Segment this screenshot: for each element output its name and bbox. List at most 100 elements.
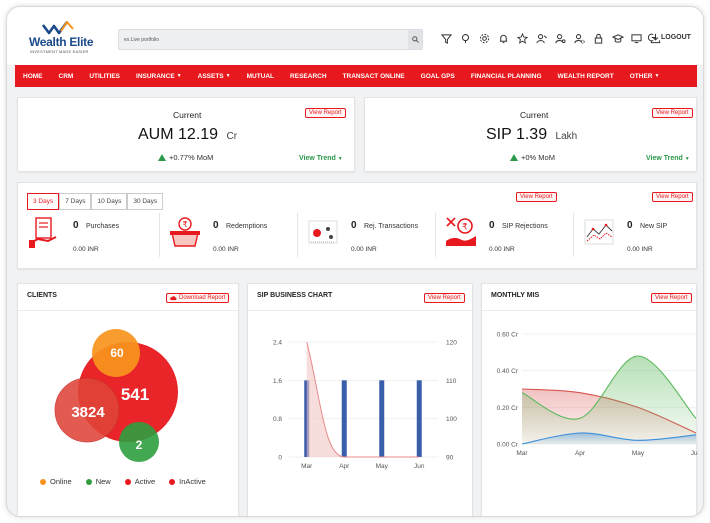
tab-10-days[interactable]: 10 Days bbox=[91, 193, 128, 210]
bell-icon[interactable] bbox=[496, 31, 511, 46]
mis-view-report-button[interactable]: View Report bbox=[651, 293, 692, 303]
legend-online-label: Online bbox=[50, 477, 72, 486]
aum-view-report-button[interactable]: View Report bbox=[305, 108, 346, 118]
x-tick-label: Apr bbox=[339, 463, 350, 470]
redemptions-stat[interactable]: ₹ 0 Redemptions 0.00 INR bbox=[168, 211, 298, 259]
sip-rejections-stat[interactable]: ₹ 0 SIP Rejections 0.00 INR bbox=[444, 211, 574, 259]
nav-home[interactable]: HOME bbox=[15, 73, 51, 80]
brand-logo[interactable]: Wealth Elite INVESTMENT MADE EASIER bbox=[29, 21, 94, 54]
user-edit-icon[interactable] bbox=[534, 31, 549, 46]
graduation-cap-icon[interactable] bbox=[610, 31, 625, 46]
caret-down-icon: ▼ bbox=[225, 73, 231, 79]
legend-dot bbox=[169, 478, 176, 485]
transactions-card: 3 Days 7 Days 10 Days 30 Days View Repor… bbox=[17, 182, 697, 269]
new-bubble[interactable] bbox=[119, 422, 159, 462]
nav-mutual[interactable]: MUTUAL bbox=[239, 73, 282, 80]
arrow-up-icon bbox=[158, 154, 166, 161]
sip-line bbox=[306, 341, 420, 458]
search-box bbox=[118, 29, 423, 50]
sip-view-trend-button[interactable]: View Trend ▼ bbox=[646, 155, 690, 162]
y-left-tick-label: 1.6 bbox=[273, 378, 282, 385]
aum-view-trend-button[interactable]: View Trend ▼ bbox=[299, 155, 343, 162]
divider bbox=[248, 310, 472, 311]
sip-transactions-view-report-button[interactable]: View Report bbox=[652, 192, 693, 202]
new-sip-count: 0 bbox=[627, 220, 633, 231]
legend-inactive[interactable]: InActive bbox=[169, 477, 206, 486]
nav-insurance[interactable]: INSURANCE ▼ bbox=[128, 73, 190, 80]
nav-utilities[interactable]: UTILITIES bbox=[81, 73, 128, 80]
tab-30-days[interactable]: 30 Days bbox=[127, 193, 164, 210]
transactions-view-report-button[interactable]: View Report bbox=[516, 192, 557, 202]
logout-icon bbox=[648, 33, 657, 42]
logo-tagline: INVESTMENT MADE EASIER bbox=[30, 49, 89, 54]
divider bbox=[482, 310, 696, 311]
purchases-stat[interactable]: 0 Purchases 0.00 INR bbox=[28, 211, 158, 259]
nav-other-label: OTHER bbox=[629, 72, 653, 80]
user-search-icon[interactable] bbox=[553, 31, 568, 46]
monitor-icon[interactable] bbox=[629, 31, 644, 46]
nav-goal-gps[interactable]: GOAL GPS bbox=[413, 73, 463, 80]
divider bbox=[159, 213, 160, 257]
divider bbox=[297, 213, 298, 257]
inactive-bubble[interactable] bbox=[54, 377, 120, 443]
rejected-transactions-icon bbox=[308, 220, 338, 244]
redemptions-count: 0 bbox=[213, 220, 219, 231]
online-bubble[interactable] bbox=[92, 329, 140, 377]
lock-icon[interactable] bbox=[591, 31, 606, 46]
download-icon[interactable] bbox=[648, 31, 663, 46]
user-settings-icon[interactable] bbox=[572, 31, 587, 46]
rejected-transactions-stat[interactable]: 0 Rej. Transactions 0.00 INR bbox=[306, 211, 436, 259]
x-tick-label: Apr bbox=[575, 450, 586, 457]
nav-mutual-label: MUTUAL bbox=[246, 72, 275, 80]
sip-view-trend-label: View Trend bbox=[646, 155, 683, 162]
search-input[interactable] bbox=[119, 30, 407, 49]
nav-research[interactable]: RESEARCH bbox=[282, 73, 334, 80]
sip-rejections-amount: 0.00 INR bbox=[489, 246, 515, 253]
sip-chart-view-report-button[interactable]: View Report bbox=[424, 293, 465, 303]
legend-dot bbox=[85, 478, 92, 485]
filter-icon[interactable] bbox=[439, 31, 454, 46]
x-tick-label: May bbox=[632, 450, 645, 457]
nav-financial-planning-label: FINANCIAL PLANNING bbox=[470, 72, 542, 80]
redemptions-amount: 0.00 INR bbox=[213, 246, 239, 253]
nav-transact-online[interactable]: TRANSACT ONLINE bbox=[335, 73, 413, 80]
new-sip-stat[interactable]: 0 New SIP 0.00 INR bbox=[582, 211, 694, 259]
bulb-icon[interactable] bbox=[458, 31, 473, 46]
tab-3-days[interactable]: 3 Days bbox=[27, 193, 60, 210]
legend-new[interactable]: New bbox=[85, 477, 111, 486]
nav-crm-label: CRM bbox=[58, 72, 74, 80]
search-button[interactable] bbox=[408, 30, 422, 49]
nav-research-label: RESEARCH bbox=[290, 72, 327, 80]
top-header: Wealth Elite INVESTMENT MADE EASIER bbox=[7, 7, 703, 65]
y-left-tick-label: 2.4 bbox=[273, 340, 282, 347]
logout-button[interactable]: LOGOUT bbox=[648, 33, 691, 42]
svg-text:₹: ₹ bbox=[183, 220, 188, 229]
sip-bar bbox=[416, 380, 422, 457]
sip-view-report-button[interactable]: View Report bbox=[652, 108, 693, 118]
sip-bar bbox=[341, 380, 347, 457]
nav-home-label: HOME bbox=[23, 72, 43, 80]
cloud-download-icon bbox=[170, 296, 177, 301]
tab-7-days[interactable]: 7 Days bbox=[59, 193, 92, 210]
search-icon bbox=[411, 36, 419, 43]
svg-text:₹: ₹ bbox=[462, 222, 468, 232]
legend-active[interactable]: Active bbox=[124, 477, 155, 486]
y-left-tick-label: 0 bbox=[278, 455, 282, 462]
gear-icon[interactable] bbox=[477, 31, 492, 46]
y-right-tick-label: 110 bbox=[446, 378, 457, 385]
nav-wealth-report[interactable]: WEALTH REPORT bbox=[550, 73, 622, 80]
nav-crm[interactable]: CRM bbox=[51, 73, 82, 80]
nav-assets-label: ASSETS bbox=[197, 72, 224, 80]
nav-other[interactable]: OTHER ▼ bbox=[622, 73, 668, 80]
nav-financial-planning[interactable]: FINANCIAL PLANNING bbox=[463, 73, 550, 80]
nav-assets[interactable]: ASSETS ▼ bbox=[190, 73, 239, 80]
clients-legend: Online New Active InActive bbox=[40, 477, 206, 486]
clients-download-report-button[interactable]: Download Report bbox=[166, 293, 230, 303]
clients-bubble-chart: 60 541 3824 2 bbox=[54, 329, 178, 462]
sip-bar bbox=[379, 380, 385, 457]
logo-mark-icon bbox=[41, 21, 74, 35]
star-icon[interactable] bbox=[515, 31, 530, 46]
legend-online[interactable]: Online bbox=[40, 477, 72, 486]
sip-business-chart: 0 0.8 1.6 2.4 90 100 110 120 Mar Apr May Jun bbox=[273, 340, 457, 471]
y-tick-label: 0.40 Cr bbox=[497, 368, 519, 375]
